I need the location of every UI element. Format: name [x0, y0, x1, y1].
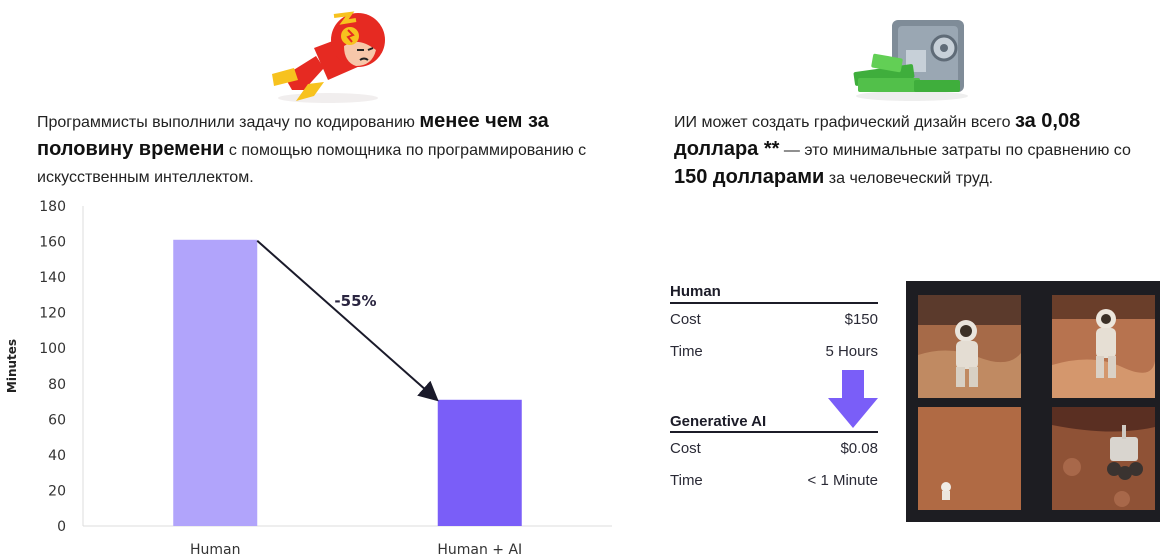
- right-caption-bold-human-price: 150 долларами: [674, 166, 825, 188]
- astronaut-image-3: [918, 407, 1021, 510]
- y-tick-label: 140: [39, 270, 66, 286]
- safe-with-money-icon: [853, 20, 968, 101]
- flash-hero-icon: [272, 11, 385, 103]
- ai-cost-row: Cost $0.08: [670, 433, 878, 465]
- ai-title: Generative AI: [670, 413, 767, 430]
- cost-value: $0.08: [840, 440, 878, 457]
- cost-label: Cost: [670, 440, 701, 457]
- bar-human-plus-ai: [437, 399, 522, 526]
- x-tick-label: Human: [190, 542, 241, 558]
- right-caption-bold-price: за 0,08 доллара **: [674, 110, 1081, 160]
- rover-image: [1052, 407, 1155, 510]
- y-ticks: 0 20 40 60 80 100 120 140 160 180: [39, 199, 66, 535]
- human-cost-row: Cost $150: [670, 304, 878, 336]
- human-time-row: Time 5 Hours: [670, 336, 878, 368]
- human-section: Human Cost $150 Time 5 Hours: [670, 283, 878, 368]
- y-tick-label: 180: [39, 199, 66, 215]
- y-tick-label: 100: [39, 341, 66, 357]
- cost-label: Cost: [670, 311, 701, 328]
- right-caption: ИИ может создать графический дизайн всег…: [674, 108, 1154, 192]
- generated-images-panel: [906, 281, 1160, 522]
- human-title: Human: [670, 283, 721, 300]
- astronaut-image-1: [918, 295, 1021, 398]
- reduction-annotation: -55%: [334, 292, 376, 310]
- y-axis-label: Minutes: [5, 339, 19, 393]
- astronaut-image-2: [1052, 295, 1155, 398]
- right-caption-text-middle: — это минимальные затраты по сравнению с…: [779, 142, 1131, 159]
- reduction-arrow: [256, 240, 439, 402]
- bar-human: [173, 239, 258, 526]
- y-tick-label: 80: [48, 377, 66, 393]
- ai-time-row: Time < 1 Minute: [670, 465, 878, 497]
- time-label: Time: [670, 343, 703, 360]
- left-caption: Программисты выполнили задачу по кодиров…: [37, 108, 627, 191]
- y-tick-label: 60: [48, 412, 66, 428]
- bars: [173, 239, 522, 526]
- down-arrow-icon: [828, 370, 878, 428]
- y-tick-label: 120: [39, 306, 66, 322]
- time-value: 5 Hours: [825, 343, 878, 360]
- time-label: Time: [670, 472, 703, 489]
- right-caption-text: ИИ может создать графический дизайн всег…: [674, 114, 1015, 131]
- y-tick-label: 20: [48, 483, 66, 499]
- cost-value: $150: [844, 311, 878, 328]
- right-caption-text-end: за человеческий труд.: [824, 170, 994, 187]
- y-tick-label: 40: [48, 448, 66, 464]
- left-caption-bold: менее чем за половину времени: [37, 110, 549, 160]
- left-caption-text-end: с помощью помощника по программированию …: [37, 142, 587, 186]
- time-value: < 1 Minute: [807, 472, 878, 489]
- human-divider: [670, 302, 878, 304]
- y-tick-label: 160: [39, 235, 66, 251]
- y-tick-label: 0: [57, 519, 66, 535]
- x-tick-labels: Human Human + AI: [190, 542, 522, 558]
- ai-divider: [670, 431, 878, 433]
- x-tick-label: Human + AI: [437, 542, 522, 558]
- left-caption-text: Программисты выполнили задачу по кодиров…: [37, 114, 420, 131]
- ai-section: Generative AI Cost $0.08 Time < 1 Minute: [670, 413, 878, 497]
